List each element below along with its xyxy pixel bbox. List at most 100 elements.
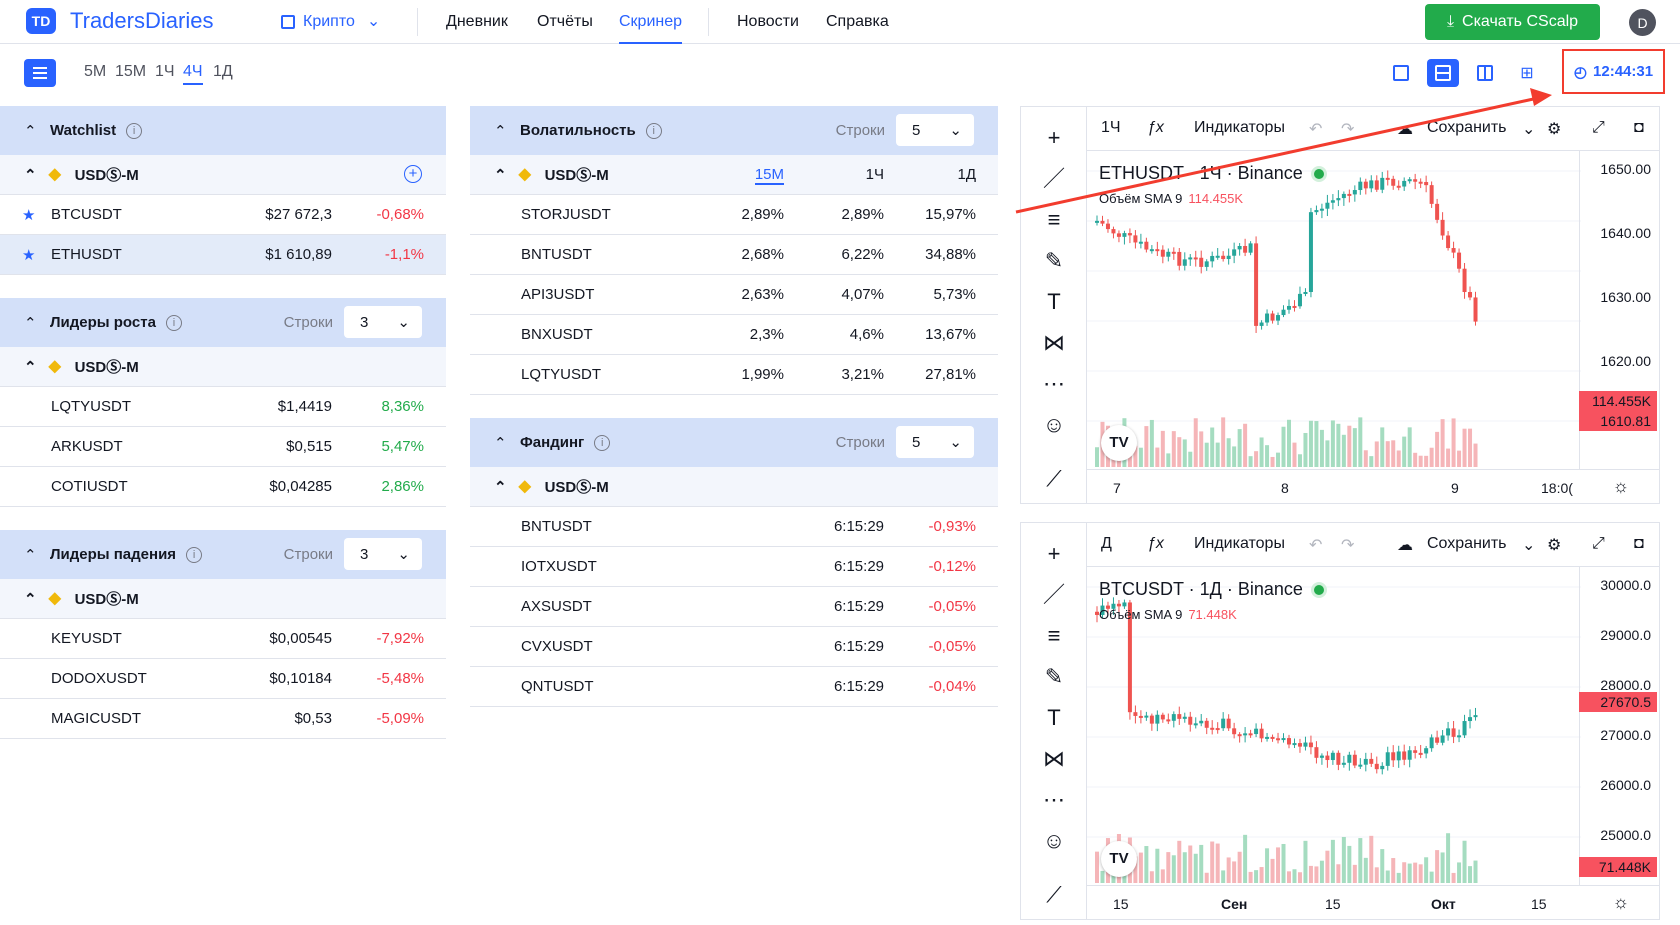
fullscreen-icon[interactable]: ⤢ [1592,535,1605,552]
table-row[interactable]: API3USDT 2,63% 4,07% 5,73% [470,275,998,315]
fib-icon[interactable]: ≡ [1047,623,1061,648]
rows-select[interactable]: 5 ⌄ [896,426,974,458]
table-row[interactable]: ARKUSDT $0,515 5,47% [0,427,446,467]
table-row[interactable]: BNTUSDT 6:15:29 -0,93% [470,507,998,547]
crosshair-icon[interactable]: + [1047,125,1061,150]
info-icon[interactable]: i [126,122,143,139]
add-icon[interactable]: + [404,165,422,183]
trendline-icon[interactable]: ／ [1042,582,1065,607]
nav-screener[interactable]: Скринер [619,0,683,44]
table-row[interactable]: KEYUSDT $0,00545 -7,92% [0,619,446,659]
avatar[interactable]: D [1629,9,1656,36]
brush-icon[interactable]: ✎ [1044,248,1064,273]
layout-rows-button[interactable] [1427,59,1459,87]
table-row[interactable]: COTIUSDT $0,04285 2,86% [0,467,446,507]
btc-chart[interactable]: + ／ ≡ ✎ T ⋈ ⋯ ☺ ⟋ Д ƒx Индикаторы ↶ ↷ ☁ … [1020,522,1660,920]
losers-header[interactable]: ⌃ Лидеры падения i Строки 3 ⌄ [0,530,446,579]
logo[interactable]: TD TradersDiaries [26,8,213,34]
table-row[interactable]: ★ ETHUSDT $1 610,89 -1,1% [0,235,446,275]
crypto-dropdown[interactable]: Крипто ⌄ [281,0,380,44]
emoji-icon[interactable]: ☺ [1042,412,1066,437]
tradingview-logo[interactable]: TV [1101,841,1137,877]
camera-icon[interactable]: ◘ [1634,119,1644,136]
table-row[interactable]: LQTYUSDT 1,99% 3,21% 27,81% [470,355,998,395]
nav-news[interactable]: Новости [737,13,799,30]
timeframe-1h[interactable]: 1Ч [155,63,175,80]
gainers-header[interactable]: ⌃ Лидеры роста i Строки 3 ⌄ [0,298,446,347]
text-icon[interactable]: T [1047,705,1061,730]
nav-reports[interactable]: Отчёты [537,13,593,30]
redo-icon[interactable]: ↷ [1341,537,1355,554]
timeframe-15m[interactable]: 15М [115,63,147,80]
chevron-down-icon[interactable]: ⌄ [1522,537,1536,554]
interval-button[interactable]: 1Ч [1101,119,1121,136]
time-axis[interactable]: 15 Сен 15 Окт 15 ☼ [1087,885,1659,921]
time-axis[interactable]: 7 8 9 18:0( ☼ [1087,469,1659,505]
table-row[interactable]: MAGICUSDT $0,53 -5,09% [0,699,446,739]
download-cscalp-button[interactable]: ⤓ Скачать CScalp [1425,4,1600,40]
crosshair-icon[interactable]: + [1047,541,1061,566]
watchlist-header[interactable]: ⌃ Watchlist i [0,106,446,155]
exchange-header[interactable]: ⌃ ◆ USDⓈ-M [0,579,446,619]
settings-icon[interactable]: ☼ [1612,476,1630,496]
info-icon[interactable]: i [186,546,203,563]
tradingview-logo[interactable]: TV [1101,425,1137,461]
col-1d[interactable]: 1Д [957,166,976,183]
fib-icon[interactable]: ≡ [1047,207,1061,232]
timeframe-1d[interactable]: 1Д [213,63,233,80]
price-axis[interactable]: 1650.00 1640.00 1630.00 1620.00 114.455K… [1579,151,1659,469]
info-icon[interactable]: i [594,434,611,451]
table-row[interactable]: CVXUSDT 6:15:29 -0,05% [470,627,998,667]
rows-select[interactable]: 3 ⌄ [344,538,422,570]
eth-chart[interactable]: + ／ ≡ ✎ T ⋈ ⋯ ☺ ⟋ 1Ч ƒx Индикаторы ↶ ↷ ☁… [1020,106,1660,504]
save-button[interactable]: Сохранить [1427,535,1507,552]
exchange-header[interactable]: ⌃ ◆ USDⓈ-M 15М 1Ч 1Д [470,155,998,195]
info-icon[interactable]: i [165,314,182,331]
rows-select[interactable]: 3 ⌄ [344,306,422,338]
emoji-icon[interactable]: ☺ [1042,828,1066,853]
menu-button[interactable] [24,59,56,87]
exchange-header[interactable]: ⌃ ◆ USDⓈ-M + [0,155,446,195]
settings-icon[interactable]: ☼ [1612,892,1630,912]
forecast-icon[interactable]: ⋯ [1043,787,1065,812]
undo-icon[interactable]: ↶ [1309,121,1323,138]
table-row[interactable]: BNTUSDT 2,68% 6,22% 34,88% [470,235,998,275]
timeframe-4h[interactable]: 4Ч [183,63,203,85]
nav-help[interactable]: Справка [826,13,889,30]
table-row[interactable]: STORJUSDT 2,89% 2,89% 15,97% [470,195,998,235]
gear-icon[interactable]: ⚙ [1547,121,1562,138]
redo-icon[interactable]: ↷ [1341,121,1355,138]
indicators-button[interactable]: Индикаторы [1194,119,1285,136]
table-row[interactable]: BNXUSDT 2,3% 4,6% 13,67% [470,315,998,355]
brush-icon[interactable]: ✎ [1044,664,1064,689]
undo-icon[interactable]: ↶ [1309,537,1323,554]
fullscreen-icon[interactable]: ⤢ [1592,119,1605,136]
table-row[interactable]: IOTXUSDT 6:15:29 -0,12% [470,547,998,587]
table-row[interactable]: DODOXUSDT $0,10184 -5,48% [0,659,446,699]
star-icon[interactable]: ★ [22,207,36,224]
layout-grid-button[interactable]: ⊞ [1511,59,1543,87]
price-axis[interactable]: 30000.0 29000.0 28000.0 27000.0 26000.0 … [1579,567,1659,885]
nav-diary[interactable]: Дневник [446,13,508,30]
info-icon[interactable]: i [645,122,662,139]
star-icon[interactable]: ★ [22,247,36,264]
volatility-header[interactable]: ⌃ Волатильность i Строки 5 ⌄ [470,106,998,155]
ruler-icon[interactable]: ⟋ [1046,466,1062,491]
exchange-header[interactable]: ⌃ ◆ USDⓈ-M [0,347,446,387]
table-row[interactable]: AXSUSDT 6:15:29 -0,05% [470,587,998,627]
exchange-header[interactable]: ⌃ ◆ USDⓈ-M [470,467,998,507]
col-1h[interactable]: 1Ч [865,166,884,183]
indicators-button[interactable]: Индикаторы [1194,535,1285,552]
forecast-icon[interactable]: ⋯ [1043,371,1065,396]
table-row[interactable]: ★ BTCUSDT $27 672,3 -0,68% [0,195,446,235]
rows-select[interactable]: 5 ⌄ [896,114,974,146]
funding-header[interactable]: ⌃ Фандинг i Строки 5 ⌄ [470,418,998,467]
gear-icon[interactable]: ⚙ [1547,537,1562,554]
camera-icon[interactable]: ◘ [1634,535,1644,552]
pattern-icon[interactable]: ⋈ [1043,746,1065,771]
table-row[interactable]: QNTUSDT 6:15:29 -0,04% [470,667,998,707]
timeframe-5m[interactable]: 5М [84,63,107,80]
interval-button[interactable]: Д [1101,535,1112,552]
col-15m[interactable]: 15М [754,166,784,185]
pattern-icon[interactable]: ⋈ [1043,330,1065,355]
